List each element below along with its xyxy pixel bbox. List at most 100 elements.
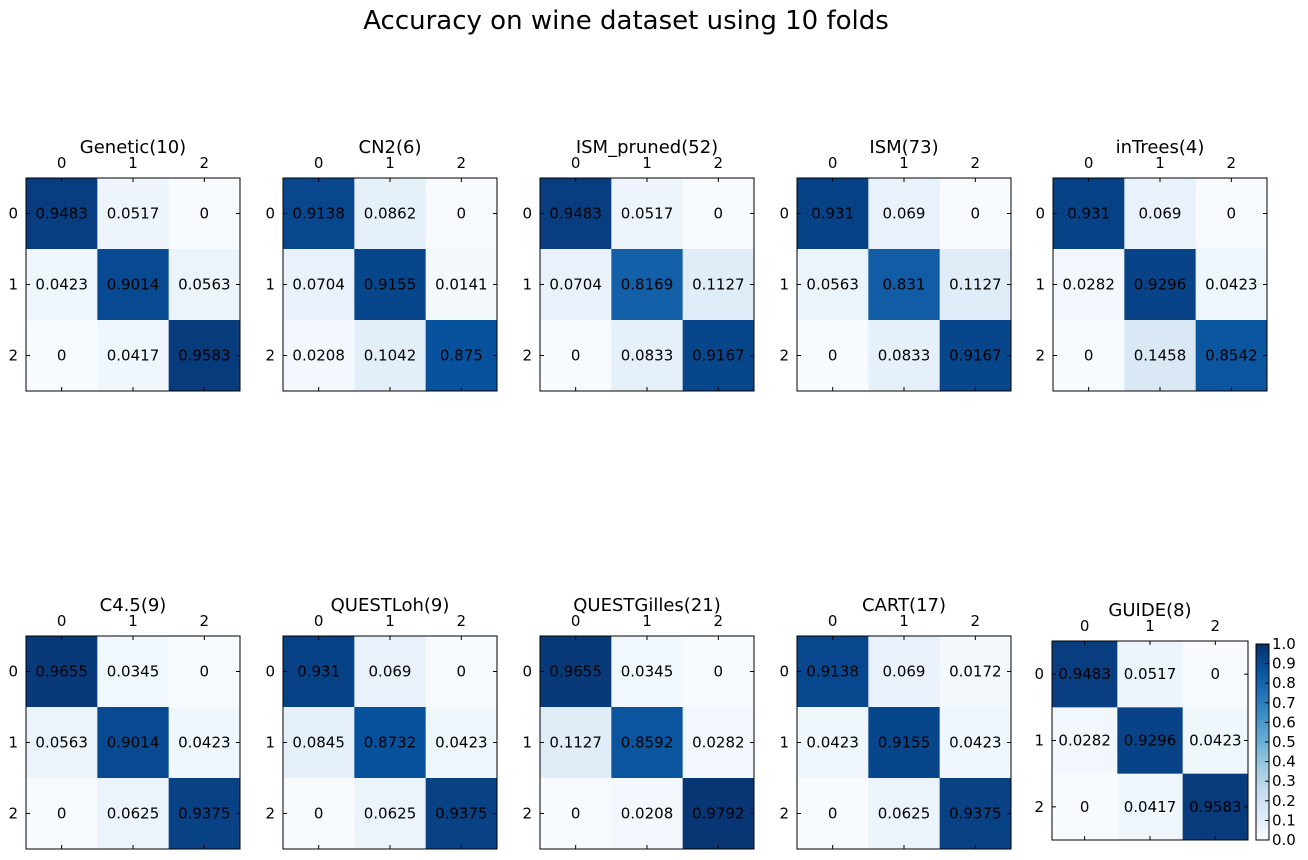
heatmap-cell [26,178,98,250]
cell-value-label: 0 [57,347,67,365]
cell-value-label: 0.0563 [178,276,231,294]
cell-value-label: 0.9296 [1134,276,1187,294]
y-tick-label: 1 [522,276,532,294]
heatmap-cell [283,707,355,779]
heatmap-cell [283,178,355,250]
heatmap-cell [1117,773,1184,841]
cell-value-label: 0.9483 [549,205,602,223]
heatmap-cell [540,320,612,392]
cell-value-label: 0.831 [883,276,926,294]
cell-value-label: 0 [714,663,724,681]
y-tick-label: 0 [1035,205,1045,223]
cell-value-label: 0.9655 [549,663,602,681]
cell-value-label: 0.9014 [107,276,160,294]
heatmap-cell [425,778,498,850]
cell-value-label: 0.0345 [107,663,160,681]
cell-value-label: 0.931 [297,663,340,681]
cell-value-label: 0.069 [883,663,926,681]
heatmap-cell [354,320,427,392]
cell-value-label: 0 [714,205,724,223]
x-tick-label: 0 [828,154,838,172]
panel-title: CART(17) [862,595,946,616]
x-tick-label: 2 [457,154,467,172]
heatmap-cell [1124,320,1197,392]
colorbar-tick-label: 0.2 [1272,792,1296,810]
x-tick-label: 2 [714,154,724,172]
panel-title: QUESTLoh(9) [331,595,450,616]
x-tick-label: 0 [314,612,324,630]
cell-value-label: 0.0423 [178,734,231,752]
cell-value-label: 0.0423 [949,734,1002,752]
cell-value-label: 0 [828,805,838,823]
cell-value-label: 0.0625 [878,805,931,823]
cell-value-label: 0.0423 [1189,732,1242,750]
confusion-matrix-panel: 0.9483 0.0517 0 0.0704 0.8169 0.1127 0 0.0833 0.… [522,137,755,392]
heatmap-cell [797,707,869,779]
y-tick-label: 2 [8,347,18,365]
heatmap-cell [1052,641,1118,708]
heatmap-cell [168,178,241,250]
cell-value-label: 0.0423 [435,734,488,752]
cell-value-label: 0.0417 [107,347,160,365]
panel-title: QUESTGilles(21) [573,595,721,616]
cell-value-label: 0 [1227,205,1237,223]
cell-value-label: 0.0423 [1205,276,1258,294]
y-tick-label: 0 [8,663,18,681]
cell-value-label: 0.0625 [364,805,417,823]
confusion-matrix-panel: 0.9138 0.0862 0 0.0704 0.9155 0.0141 0.0208 0.1… [265,137,498,392]
confusion-matrix-panel: 0.9655 0.0345 0 0.1127 0.8592 0.0282 0 0.0208 0.… [522,595,755,850]
heatmap-cell [168,636,241,708]
heatmap-cell [354,707,427,779]
x-tick-label: 0 [57,154,67,172]
heatmap-cell [1182,641,1249,708]
heatmap-cell [682,707,755,779]
heatmap-cell [868,636,941,708]
cell-value-label: 0.9375 [435,805,488,823]
x-tick-label: 1 [128,612,138,630]
heatmap-cell [354,778,427,850]
x-tick-label: 1 [642,612,652,630]
heatmap-cell [611,707,684,779]
cell-value-label: 0.1127 [949,276,1002,294]
x-tick-label: 2 [457,612,467,630]
panel-title: CN2(6) [359,137,422,158]
confusion-matrix-panel: 0.931 0.069 0 0.0282 0.9296 0.0423 0 0.1458 0.85… [1035,137,1268,392]
y-tick-label: 1 [522,734,532,752]
cell-value-label: 0.0423 [35,276,88,294]
cell-value-label: 0.0833 [621,347,674,365]
heatmap-cell [97,636,170,708]
y-tick-label: 0 [1034,665,1044,683]
cell-value-label: 0.9014 [107,734,160,752]
x-tick-label: 2 [714,612,724,630]
y-tick-label: 1 [265,734,275,752]
heatmap-cell [26,707,98,779]
heatmap-cell [26,320,98,392]
cell-value-label: 0.9138 [292,205,345,223]
heatmap-cell [682,778,755,850]
cell-value-label: 0.0704 [292,276,345,294]
x-tick-label: 2 [971,154,981,172]
colorbar-tick-label: 1.0 [1272,635,1296,653]
heatmap-cell [868,178,941,250]
heatmap-cell [425,249,498,321]
heatmap-cell [939,320,1012,392]
heatmap-cell [797,636,869,708]
panel-title: Genetic(10) [80,137,186,158]
cell-value-label: 0.0345 [621,663,674,681]
y-tick-label: 0 [779,205,789,223]
cell-value-label: 0.069 [369,663,412,681]
x-tick-label: 1 [385,154,395,172]
heatmap-cell [1124,249,1197,321]
heatmap-cell [283,636,355,708]
heatmap-cell [97,178,170,250]
colorbar-tick-label: 0.6 [1272,713,1296,731]
cell-value-label: 0.069 [1139,205,1182,223]
heatmap-cell [425,707,498,779]
colorbar-tick-label: 0.0 [1272,831,1296,849]
heatmap-cell [939,249,1012,321]
cell-value-label: 0.9167 [692,347,745,365]
y-tick-label: 1 [779,734,789,752]
heatmap-cell [425,320,498,392]
cell-value-label: 0.9483 [35,205,88,223]
cell-value-label: 0.069 [883,205,926,223]
